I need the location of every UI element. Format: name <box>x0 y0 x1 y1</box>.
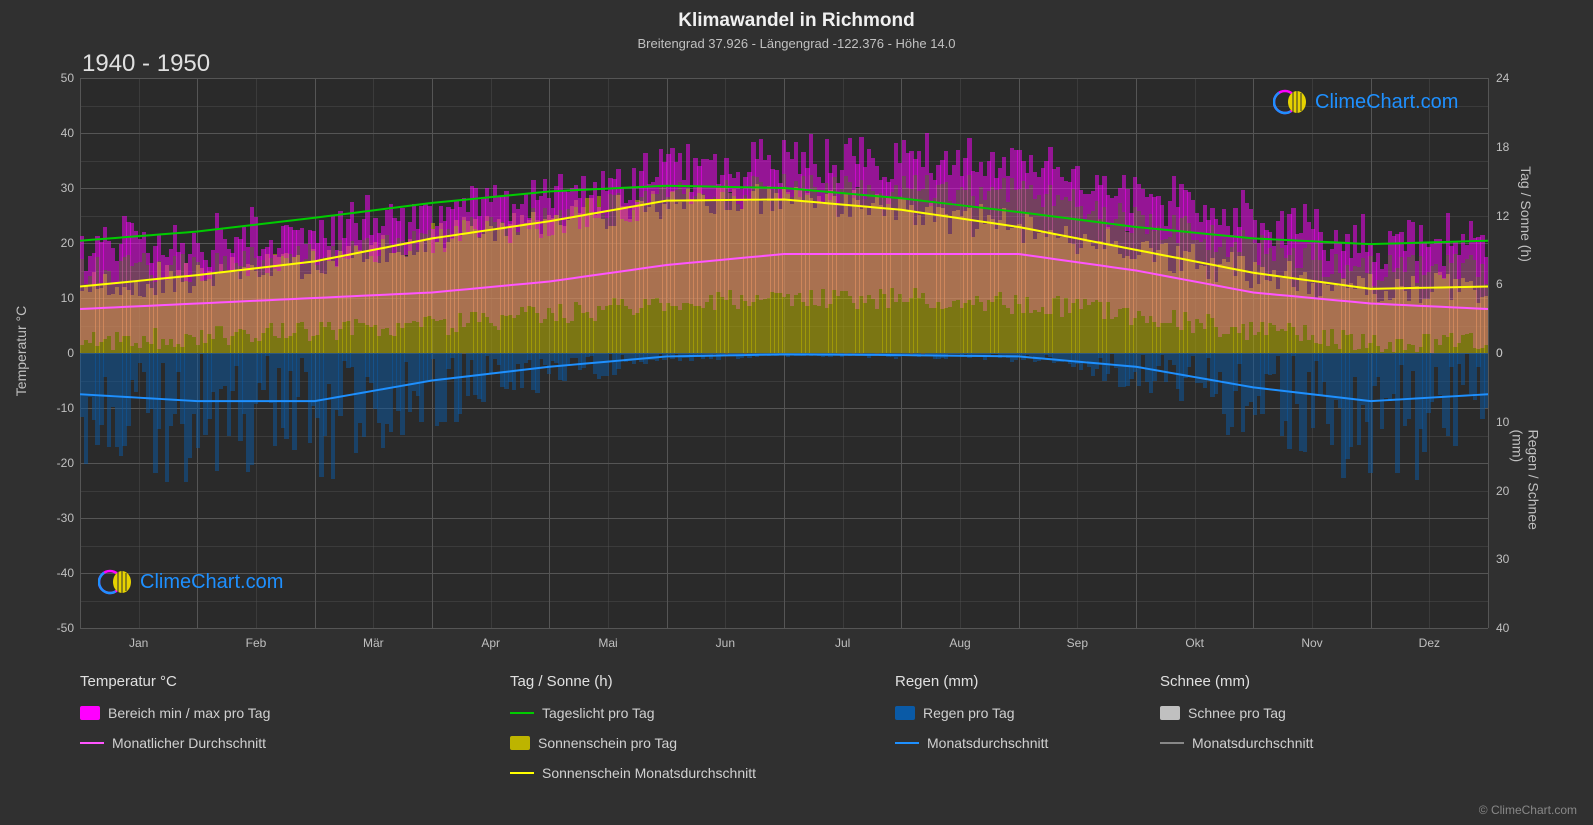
legend-swatch <box>510 736 530 750</box>
y-right-upper-tick: 24 <box>1496 71 1526 85</box>
legend-label: Schnee pro Tag <box>1188 705 1286 721</box>
x-tick: Mai <box>588 636 628 650</box>
legend-label: Sonnenschein pro Tag <box>538 735 677 751</box>
x-tick: Sep <box>1057 636 1097 650</box>
sunshine-line <box>80 199 1488 288</box>
legend-swatch <box>1160 706 1180 720</box>
y-right-lower-tick: 0 <box>1496 346 1526 360</box>
legend-label: Monatsdurchschnitt <box>927 735 1048 751</box>
y-right-lower-tick: 10 <box>1496 415 1526 429</box>
y-right-upper-label: Tag / Sonne (h) <box>1518 166 1534 262</box>
y-left-tick: -10 <box>44 401 74 415</box>
y-left-tick: 30 <box>44 181 74 195</box>
legend-item-range: Bereich min / max pro Tag <box>80 705 270 721</box>
chart-plot-area <box>80 78 1488 628</box>
x-tick: Jul <box>823 636 863 650</box>
climechart-logo: ClimeChart.com <box>98 568 283 596</box>
legend-label: Monatsdurchschnitt <box>1192 735 1313 751</box>
chart-lines <box>80 78 1488 628</box>
x-tick: Apr <box>471 636 511 650</box>
climechart-logo-text: ClimeChart.com <box>140 571 283 594</box>
y-left-tick: -40 <box>44 566 74 580</box>
legend-swatch <box>895 706 915 720</box>
y-left-tick: -20 <box>44 456 74 470</box>
chart-subtitle: Breitengrad 37.926 - Längengrad -122.376… <box>0 32 1593 51</box>
y-left-tick: 50 <box>44 71 74 85</box>
daylight-line <box>80 186 1488 244</box>
legend-swatch <box>510 772 534 774</box>
x-tick: Dez <box>1409 636 1449 650</box>
chart-title: Klimawandel in Richmond <box>0 0 1593 32</box>
x-tick: Mär <box>353 636 393 650</box>
legend-label: Bereich min / max pro Tag <box>108 705 270 721</box>
legend-swatch <box>510 712 534 714</box>
legend-swatch <box>80 742 104 744</box>
y-right-upper-tick: 6 <box>1496 277 1526 291</box>
y-left-tick: 10 <box>44 291 74 305</box>
legend-label: Regen pro Tag <box>923 705 1015 721</box>
legend-swatch <box>1160 742 1184 744</box>
legend-item-mean: Monatlicher Durchschnitt <box>80 735 266 751</box>
period-label: 1940 - 1950 <box>82 50 210 78</box>
legend-item-sunshine_line: Sonnenschein Monatsdurchschnitt <box>510 765 756 781</box>
y-left-tick: -30 <box>44 511 74 525</box>
y-right-lower-tick: 40 <box>1496 621 1526 635</box>
legend-label: Sonnenschein Monatsdurchschnitt <box>542 765 756 781</box>
legend-item-snow_line: Monatsdurchschnitt <box>1160 735 1313 751</box>
x-tick: Aug <box>940 636 980 650</box>
y-left-tick: 0 <box>44 346 74 360</box>
y-left-tick: -50 <box>44 621 74 635</box>
x-tick: Jan <box>119 636 159 650</box>
x-tick: Jun <box>705 636 745 650</box>
y-left-tick: 20 <box>44 236 74 250</box>
legend-item-snow_bar: Schnee pro Tag <box>1160 705 1286 721</box>
copyright-text: © ClimeChart.com <box>1479 803 1577 817</box>
legend-item-rain_line: Monatsdurchschnitt <box>895 735 1048 751</box>
legend-header-sun: Tag / Sonne (h) <box>510 673 613 690</box>
x-tick: Okt <box>1175 636 1215 650</box>
x-tick: Feb <box>236 636 276 650</box>
climechart-logo: ClimeChart.com <box>1273 88 1458 116</box>
grid-h <box>80 628 1488 629</box>
temp-mean-line <box>80 254 1488 309</box>
legend-header-rain: Regen (mm) <box>895 673 978 690</box>
climechart-icon <box>98 568 134 596</box>
legend-label: Monatlicher Durchschnitt <box>112 735 266 751</box>
legend-item-daylight: Tageslicht pro Tag <box>510 705 655 721</box>
y-left-label: Temperatur °C <box>13 306 29 396</box>
legend-item-rain_bar: Regen pro Tag <box>895 705 1015 721</box>
rain-mean-line <box>80 354 1488 401</box>
y-left-tick: 40 <box>44 126 74 140</box>
climechart-logo-text: ClimeChart.com <box>1315 91 1458 114</box>
x-tick: Nov <box>1292 636 1332 650</box>
climechart-icon <box>1273 88 1309 116</box>
legend-swatch <box>895 742 919 744</box>
y-right-upper-tick: 18 <box>1496 140 1526 154</box>
legend-swatch <box>80 706 100 720</box>
y-right-lower-label: Regen / Schnee (mm) <box>1510 429 1542 564</box>
legend-header-temp: Temperatur °C <box>80 673 177 690</box>
legend-header-snow: Schnee (mm) <box>1160 673 1250 690</box>
legend-item-sunshine_bar: Sonnenschein pro Tag <box>510 735 677 751</box>
legend-label: Tageslicht pro Tag <box>542 705 655 721</box>
